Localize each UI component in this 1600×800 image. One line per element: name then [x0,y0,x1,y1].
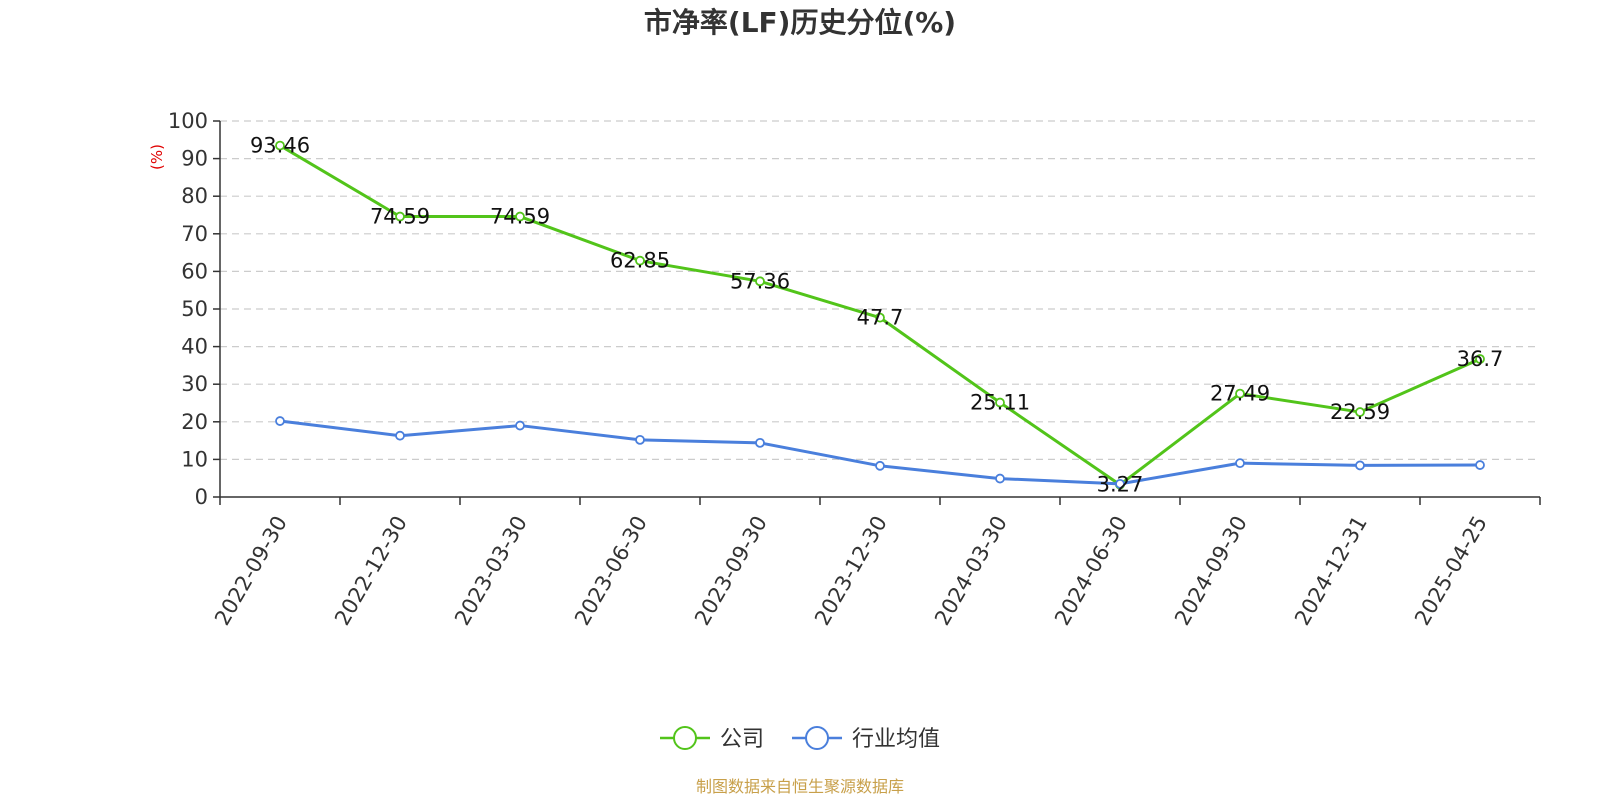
data-label: 36.7 [1457,347,1504,371]
data-point [755,437,765,448]
data-point [275,416,285,426]
data-point [635,255,645,266]
data-point [1355,460,1365,471]
data-label: 62.85 [610,249,670,273]
y-axis-label: (%) [148,144,166,170]
data-point [395,430,405,441]
data-point [1235,388,1245,399]
x-tick-label: 2024-12-31 [1290,512,1372,630]
y-tick-label: 80 [181,184,208,208]
data-label: 57.36 [730,269,790,293]
series-lines [275,140,1485,490]
data-labels: 93.46 74.59 74.59 62.85 57.36 47.7 25.11 3.27 27… [250,134,1503,497]
x-tick-label: 2023-06-30 [570,512,652,630]
data-label: 74.59 [490,205,550,229]
x-tick-label: 2024-09-30 [1170,512,1252,630]
x-axis: 2022-09-30 2022-12-30 2023-03-30 2023-06-30… [210,496,1541,630]
x-tick-label: 2023-03-30 [450,512,532,630]
legend: 公司 行业均值 [660,726,940,752]
y-tick-label: 30 [181,372,208,396]
x-tick-label: 2022-09-30 [210,512,292,630]
data-point [1475,354,1485,364]
chart-title: 市净率(LF)历史分位(%) [644,6,956,39]
legend-swatch-marker [805,726,830,750]
data-point [755,276,765,287]
data-label: 3.27 [1097,473,1144,497]
grid-lines [220,120,1540,460]
x-tick-label: 2025-04-25 [1410,512,1492,630]
y-tick-label: 60 [181,259,208,283]
data-point [515,211,525,222]
data-point [515,420,525,431]
data-point [395,211,405,222]
data-point [1355,407,1365,417]
y-tick-label: 0 [195,485,208,509]
data-point [875,312,885,323]
y-tick-label: 20 [181,410,208,434]
data-point [1115,478,1125,489]
data-label: 93.46 [250,134,310,158]
y-tick-label: 90 [181,147,208,171]
y-tick-label: 70 [181,222,208,246]
data-point [635,434,645,445]
data-point [1475,460,1485,470]
x-tick-label: 2024-03-30 [930,512,1012,630]
data-point [875,460,885,471]
data-source-note: 制图数据来自恒生聚源数据库 [696,777,904,796]
data-point [275,140,285,151]
x-tick-label: 2023-12-30 [810,512,892,630]
x-tick-label: 2024-06-30 [1050,512,1132,630]
y-tick-label: 50 [181,297,208,321]
x-tick-label: 2023-09-30 [690,512,772,630]
data-point [995,397,1005,408]
data-label: 27.49 [1210,382,1270,406]
legend-label: 公司 [720,727,764,752]
legend-label: 行业均值 [852,727,940,752]
y-axis: 0 10 20 30 40 50 60 70 80 90 100 [168,109,221,509]
y-tick-label: 40 [181,335,208,359]
data-point [995,473,1005,484]
x-tick-label: 2022-12-30 [330,512,412,630]
data-point [1235,458,1245,469]
series-line [279,419,1481,486]
y-tick-label: 100 [168,109,208,133]
data-label: 74.59 [370,205,430,229]
y-tick-label: 10 [181,447,208,471]
legend-swatch-marker [673,726,697,750]
data-label: 47.7 [857,306,904,330]
data-label: 22.59 [1330,400,1390,424]
data-label: 25.11 [970,391,1030,415]
